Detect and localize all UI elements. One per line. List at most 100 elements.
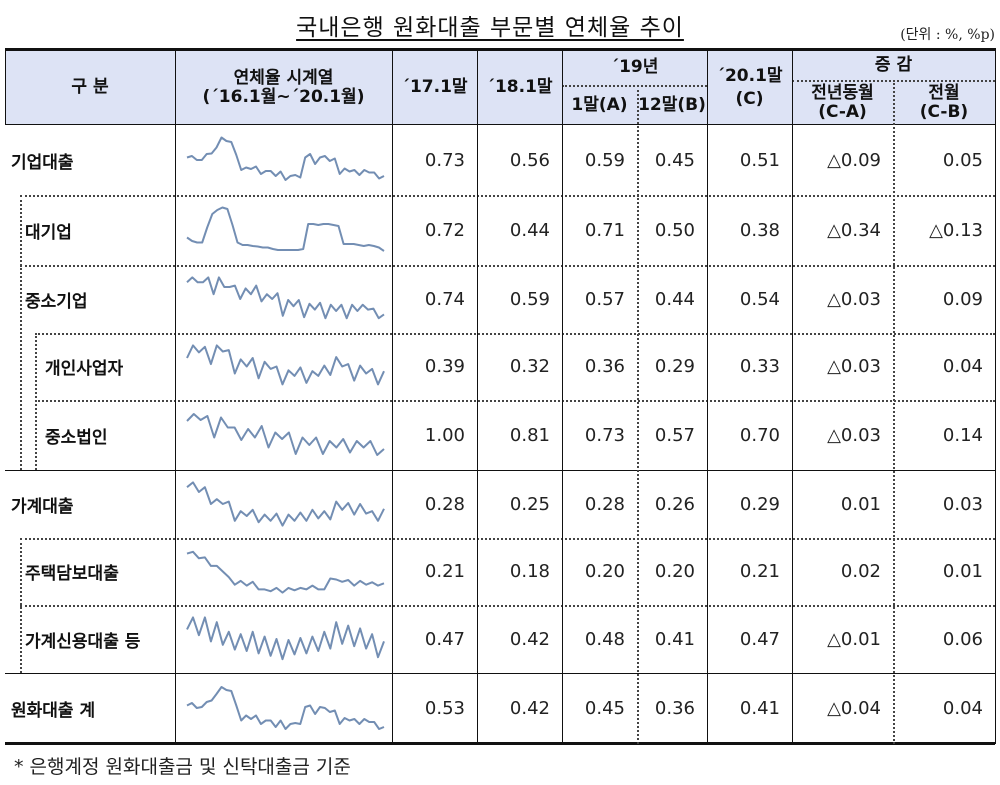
header-change-yoy: 전년동월 (C-A) xyxy=(792,80,893,125)
cell-a: 0.59 xyxy=(584,149,625,171)
grid-line xyxy=(20,265,995,267)
cell-b: 0.26 xyxy=(654,493,695,515)
cell-mom: △0.13 xyxy=(929,219,983,241)
grid-line xyxy=(562,48,563,744)
cell-v17: 0.28 xyxy=(424,493,465,515)
header-change-mom-top: 전월 xyxy=(928,82,960,103)
grid-line xyxy=(5,48,995,51)
grid-line xyxy=(5,470,995,471)
cell-b: 0.20 xyxy=(654,561,695,582)
sparkline-household-loans xyxy=(183,476,388,532)
cell-c: 0.70 xyxy=(739,424,780,446)
cell-v18: 0.56 xyxy=(509,149,550,171)
grid-line xyxy=(792,48,793,744)
header-category-label: 구 분 xyxy=(71,77,109,97)
cell-b: 0.29 xyxy=(654,356,695,377)
header-series-range: (´16.1월~´20.1월) xyxy=(202,86,365,107)
row-label: 대기업 xyxy=(25,222,72,243)
row-label: 기업대출 xyxy=(11,152,74,173)
grid-line xyxy=(995,48,996,744)
grid-line xyxy=(893,80,895,744)
cell-c: 0.54 xyxy=(739,288,780,310)
cell-mom: 0.05 xyxy=(942,149,983,171)
cell-v17: 1.00 xyxy=(424,424,465,446)
cell-v17: 0.73 xyxy=(424,149,465,171)
grid-line xyxy=(5,742,995,745)
cell-b: 0.41 xyxy=(654,628,695,650)
header-year19-label: ´19년 xyxy=(610,57,659,77)
row-label: 가계대출 xyxy=(11,496,74,517)
cell-a: 0.57 xyxy=(584,288,625,310)
grid-line xyxy=(20,538,22,673)
cell-a: 0.73 xyxy=(584,424,625,446)
sparkline-total-krw-loans xyxy=(183,679,388,737)
row-label: 주택담보대출 xyxy=(25,564,119,584)
cell-v17: 0.74 xyxy=(424,288,465,310)
cell-v17: 0.39 xyxy=(424,356,465,377)
cell-c: 0.41 xyxy=(739,697,780,719)
grid-line xyxy=(35,333,995,335)
cell-yoy: △0.09 xyxy=(827,149,881,171)
cell-v18: 0.42 xyxy=(509,628,550,650)
unit-label: (단위 : %, %p) xyxy=(900,27,995,43)
grid-line xyxy=(477,48,478,744)
grid-line xyxy=(5,48,6,125)
cell-c: 0.21 xyxy=(739,561,780,582)
sparkline-large-corp xyxy=(183,201,388,259)
grid-line xyxy=(392,48,393,744)
cell-a: 0.71 xyxy=(584,219,625,241)
footnote: * 은행계정 원화대출금 및 신탁대출금 기준 xyxy=(14,756,351,778)
cell-b: 0.44 xyxy=(654,288,695,310)
cell-v18: 0.18 xyxy=(509,561,550,582)
grid-line xyxy=(20,195,995,197)
cell-mom: 0.04 xyxy=(942,697,983,719)
grid-line xyxy=(20,605,995,607)
grid-line xyxy=(20,538,995,540)
sparkline-corporate-loans xyxy=(183,131,388,189)
cell-mom: 0.06 xyxy=(942,628,983,650)
header-col-20: ´20.1말 (C) xyxy=(707,50,792,125)
cell-v18: 0.32 xyxy=(509,356,550,377)
cell-mom: 0.01 xyxy=(942,561,983,582)
cell-a: 0.36 xyxy=(584,356,625,377)
header-col-20-bottom: (C) xyxy=(735,88,764,109)
grid-line xyxy=(5,673,995,674)
header-col-18-label: ´18.1말 xyxy=(486,77,553,97)
sparkline-sme-corp xyxy=(183,406,388,464)
cell-a: 0.20 xyxy=(584,561,625,582)
cell-v18: 0.81 xyxy=(509,424,550,446)
cell-b: 0.57 xyxy=(654,424,695,446)
cell-yoy: △0.04 xyxy=(827,697,881,719)
row-label: 중소법인 xyxy=(45,427,108,448)
cell-yoy: 0.01 xyxy=(840,493,881,515)
header-change-yoy-top: 전년동월 xyxy=(811,82,874,103)
cell-yoy: △0.03 xyxy=(827,424,881,446)
sparkline-credit-loans xyxy=(183,611,388,667)
cell-mom: 0.14 xyxy=(942,424,983,446)
grid-line xyxy=(707,48,708,744)
cell-v17: 0.53 xyxy=(424,697,465,719)
header-change-label: 증 감 xyxy=(874,54,913,75)
cell-mom: 0.09 xyxy=(942,288,983,310)
header-col-18: ´18.1말 xyxy=(477,50,562,125)
header-col-19b: 12말(B) xyxy=(637,85,707,125)
cell-yoy: △0.34 xyxy=(827,219,881,241)
header-year19: ´19년 xyxy=(562,50,707,85)
row-label: 개인사업자 xyxy=(45,359,124,379)
cell-yoy: △0.03 xyxy=(827,288,881,310)
grid-line xyxy=(562,85,707,87)
grid-line xyxy=(35,400,995,402)
cell-v18: 0.42 xyxy=(509,697,550,719)
grid-line xyxy=(35,333,37,470)
cell-b: 0.50 xyxy=(654,219,695,241)
header-change: 증 감 xyxy=(792,50,995,80)
cell-v17: 0.72 xyxy=(424,219,465,241)
grid-line xyxy=(5,124,995,125)
cell-yoy: △0.01 xyxy=(827,628,881,650)
cell-mom: 0.04 xyxy=(942,356,983,377)
cell-c: 0.47 xyxy=(739,628,780,650)
cell-v17: 0.47 xyxy=(424,628,465,650)
header-col-20-top: ´20.1말 xyxy=(716,65,783,86)
cell-b: 0.36 xyxy=(654,697,695,719)
cell-v18: 0.59 xyxy=(509,288,550,310)
